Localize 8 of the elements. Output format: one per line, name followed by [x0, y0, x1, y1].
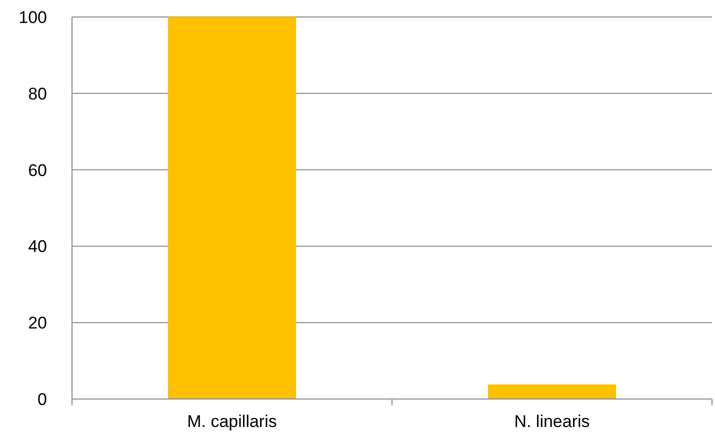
x-tick-label: N. linearis	[514, 412, 590, 431]
y-tick-label: 100	[18, 8, 47, 27]
x-tick-label: M. capillaris	[187, 412, 277, 431]
y-tick-label: 40	[28, 237, 47, 256]
y-tick-label: 60	[28, 160, 47, 180]
y-tick-label: 20	[28, 314, 47, 333]
y-tick-label: 80	[28, 84, 47, 104]
y-tick-label: 0	[38, 390, 47, 409]
